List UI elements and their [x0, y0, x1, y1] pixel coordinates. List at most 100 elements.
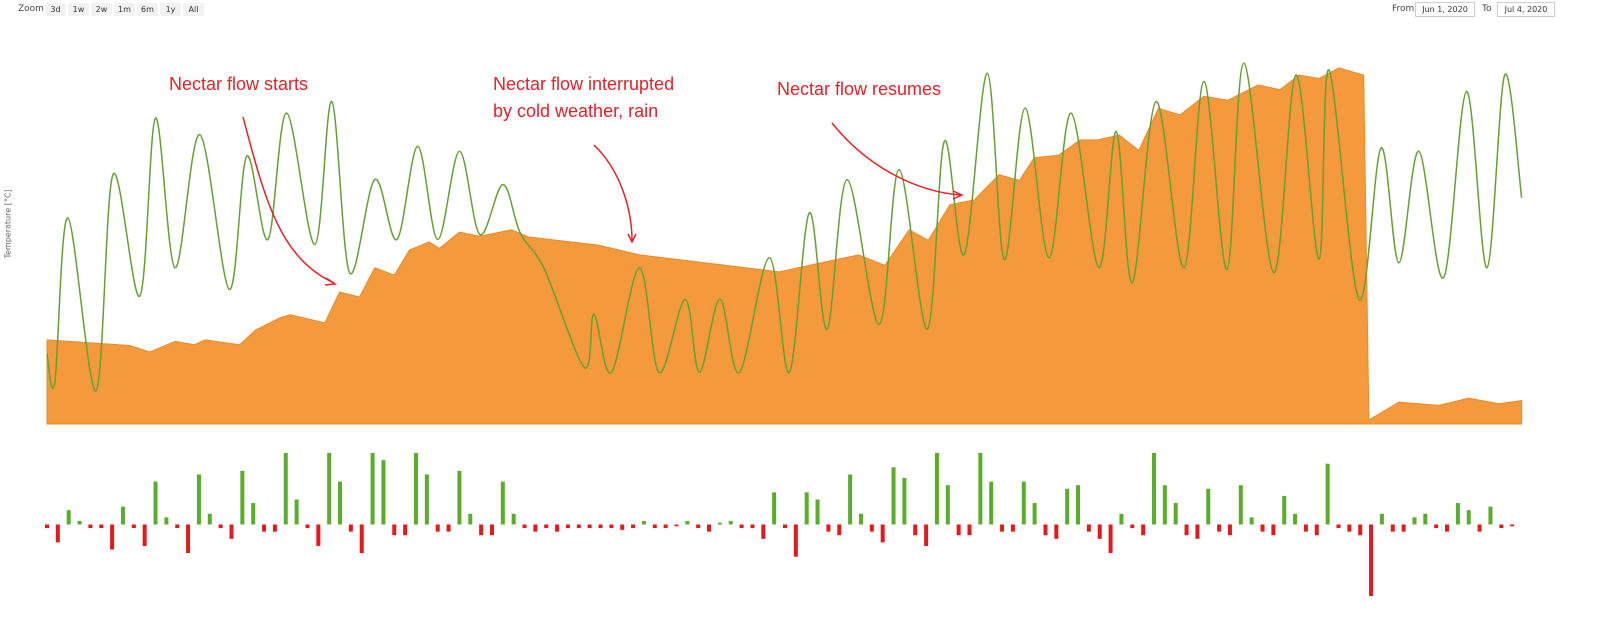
bar: [761, 524, 766, 539]
to-label: To: [1482, 4, 1492, 14]
bar: [1206, 488, 1211, 525]
bar: [717, 522, 722, 525]
bar: [305, 524, 310, 529]
bar: [1314, 524, 1319, 536]
zoom-button[interactable]: 6m: [137, 3, 158, 16]
zoom-button[interactable]: 1m: [114, 3, 135, 16]
bar: [913, 524, 918, 536]
bar: [848, 474, 853, 525]
bar: [880, 524, 885, 543]
bar: [1097, 524, 1102, 539]
bar: [945, 485, 950, 525]
bar: [99, 524, 104, 529]
bar: [479, 524, 484, 536]
bar: [902, 478, 907, 525]
bar: [381, 460, 386, 525]
bar: [446, 524, 451, 532]
bar: [142, 524, 147, 546]
bar: [240, 470, 245, 525]
bar: [1499, 524, 1504, 529]
bar: [1455, 503, 1460, 525]
bar: [164, 517, 169, 525]
bar: [956, 524, 961, 536]
bar: [533, 524, 538, 532]
bar: [153, 481, 158, 525]
bar: [1076, 485, 1081, 525]
zoom-button[interactable]: 1y: [160, 3, 181, 16]
bar: [511, 513, 516, 525]
bar: [826, 524, 831, 532]
bar: [1086, 524, 1091, 532]
bar: [359, 524, 364, 554]
bar: [522, 524, 527, 529]
bar: [120, 506, 125, 525]
arrow-head: [324, 277, 338, 286]
bar: [468, 513, 473, 525]
bar: [891, 467, 896, 525]
bar: [1390, 524, 1395, 532]
bar: [45, 524, 49, 529]
bar: [609, 524, 614, 529]
annotation: Nectar flow starts: [169, 74, 308, 94]
arrow: [831, 122, 962, 196]
bar: [110, 524, 115, 550]
bar: [131, 524, 136, 529]
bar: [1152, 453, 1156, 525]
bar: [1445, 524, 1450, 532]
bar: [555, 524, 560, 532]
bar: [1466, 510, 1471, 525]
annotation: Nectar flow resumes: [777, 79, 941, 99]
temperature-line: [46, 62, 1523, 392]
bar: [1032, 503, 1037, 525]
bar: [858, 513, 863, 525]
bar: [348, 524, 353, 532]
bar: [815, 499, 820, 525]
bar: [772, 492, 777, 525]
to-date[interactable]: Jul 4, 2020: [1497, 2, 1555, 17]
zoom-label: Zoom: [18, 4, 44, 14]
bar: [1249, 517, 1254, 525]
bar: [1336, 524, 1341, 529]
bar: [641, 520, 646, 525]
bar: [1260, 524, 1265, 532]
bar: [1227, 524, 1232, 536]
bar: [750, 524, 755, 529]
bar: [1412, 517, 1417, 525]
bar: [55, 524, 60, 543]
bar: [77, 520, 82, 525]
bar: [338, 481, 343, 525]
zoom-button[interactable]: 1w: [68, 3, 89, 16]
zoom-button[interactable]: 3d: [45, 3, 66, 16]
bar: [989, 481, 994, 525]
bar: [316, 524, 321, 546]
bar: [1477, 524, 1482, 532]
bar: [207, 513, 212, 525]
bar: [1162, 485, 1167, 525]
bar: [783, 524, 787, 529]
bar: [631, 524, 636, 529]
bar: [707, 524, 712, 532]
bar: [294, 499, 299, 525]
arrow-head: [952, 190, 964, 200]
bar: [1303, 524, 1308, 532]
bar: [1184, 524, 1189, 536]
bar: [1000, 524, 1005, 532]
bar: [1488, 506, 1493, 525]
bar: [587, 524, 592, 529]
bar: [804, 492, 809, 525]
zoom-button[interactable]: All: [183, 3, 204, 16]
bar: [1282, 495, 1287, 525]
bar: [837, 524, 842, 536]
zoom-button[interactable]: 2w: [91, 3, 112, 16]
arrow: [242, 116, 335, 284]
bar: [1369, 524, 1374, 596]
from-date[interactable]: Jun 1, 2020: [1415, 2, 1475, 17]
bar: [424, 474, 429, 525]
bar: [967, 524, 972, 536]
annotations: Nectar flow starts Nectar flow interrupt…: [169, 74, 964, 286]
arrow-head: [627, 233, 637, 244]
bar: [1401, 524, 1406, 532]
bar: [674, 524, 679, 527]
